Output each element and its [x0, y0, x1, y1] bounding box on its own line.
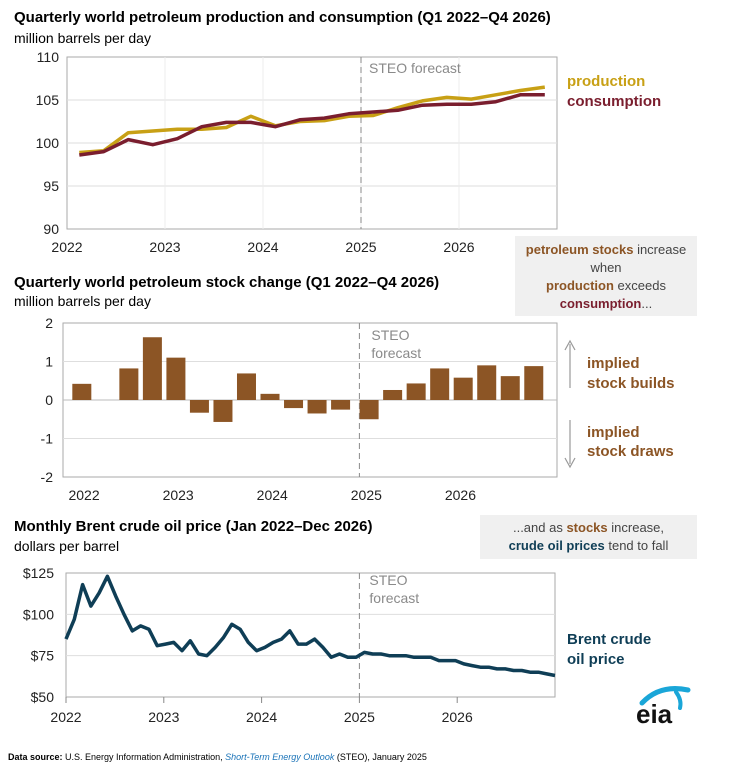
brent-label-2: oil price	[567, 651, 625, 668]
x-tick-label: 2023	[148, 709, 179, 725]
bar	[72, 383, 92, 400]
bar	[142, 337, 162, 400]
eia-logo-text: eia	[636, 699, 673, 729]
x-tick-label: 2026	[443, 239, 474, 255]
chart3-title: Monthly Brent crude oil price (Jan 2022–…	[14, 518, 372, 535]
x-tick-label: 2022	[51, 239, 82, 255]
eia-logo: eia	[636, 686, 691, 729]
series-line-consumption	[79, 93, 545, 157]
y-tick-label: -1	[41, 431, 54, 447]
chart2-ylabel: million barrels per day	[14, 293, 151, 309]
x-tick-label: 2025	[344, 709, 375, 725]
y-tick-label: -2	[41, 469, 54, 485]
y-tick-label: 0	[45, 392, 53, 408]
bar	[166, 357, 186, 400]
source-text1: U.S. Energy Information Administration,	[62, 752, 226, 762]
note2-p4: crude oil prices	[508, 538, 605, 553]
chart1-title: Quarterly world petroleum production and…	[14, 9, 551, 26]
forecast-label: STEO	[371, 327, 409, 343]
y-tick-label: 2	[45, 315, 53, 331]
note1-p1: petroleum stocks	[525, 242, 634, 257]
bar	[284, 400, 304, 409]
note1-p6: ...	[641, 296, 653, 311]
bar	[430, 368, 450, 400]
note2-p3: increase,	[607, 520, 665, 535]
x-tick-label: 2025	[345, 239, 376, 255]
series-line-brent	[64, 574, 556, 678]
y-tick-label: 90	[43, 221, 59, 237]
bar	[477, 365, 497, 400]
draws-arrow	[564, 420, 576, 469]
bar	[500, 376, 520, 400]
note1-p3: production	[546, 278, 614, 293]
note1-p4: exceeds	[613, 278, 666, 293]
y-tick-label: $50	[31, 689, 55, 705]
note-stocks: petroleum stocks increase when productio…	[515, 236, 697, 316]
forecast-label: STEO forecast	[369, 60, 461, 76]
builds-arrow	[564, 339, 576, 388]
bar	[307, 400, 327, 414]
note1-p5: consumption	[559, 296, 642, 311]
forecast-label: forecast	[371, 345, 421, 361]
x-tick-label: 2024	[247, 239, 278, 255]
brent-label-1: Brent crude	[567, 631, 651, 648]
x-tick-label: 2022	[50, 709, 81, 725]
x-tick-label: 2024	[246, 709, 277, 725]
y-tick-label: $125	[23, 565, 54, 581]
chart2-title: Quarterly world petroleum stock change (…	[14, 274, 439, 291]
y-tick-label: 110	[37, 49, 60, 65]
chart2-plot: 2 1 0 -1 -2 2022 2023 2024 2025 2026 STEO forecast	[41, 315, 558, 503]
x-tick-label: 2026	[445, 487, 476, 503]
note2-p2: stocks	[566, 520, 608, 535]
series-line-production	[79, 85, 546, 155]
y-tick-label: 1	[45, 354, 53, 370]
bar	[236, 373, 256, 400]
legend-consumption: consumption	[567, 93, 661, 110]
forecast-label: forecast	[369, 590, 419, 606]
bar	[383, 389, 403, 400]
bar	[331, 400, 351, 410]
x-tick-label: 2026	[442, 709, 473, 725]
bar	[189, 400, 209, 413]
source-text2: (STEO), January 2025	[334, 752, 427, 762]
y-tick-label: 100	[36, 135, 60, 151]
x-tick-label: 2022	[68, 487, 99, 503]
bar	[213, 400, 233, 422]
x-tick-label: 2024	[257, 487, 288, 503]
bar	[406, 383, 426, 400]
forecast-label: STEO	[369, 572, 407, 588]
builds-label-1: implied	[587, 355, 640, 372]
bar	[359, 400, 379, 420]
draws-label-1: implied	[587, 424, 640, 441]
chart3-plot: $125 $100 $75 $50 2022 2023 2024 2025 2026 STEO fo…	[23, 565, 556, 725]
chart1-plot: 110 105 100 95 90 2022 2023 2024 2025 2026 STEO fo…	[36, 49, 558, 255]
y-tick-label: 105	[36, 92, 60, 108]
x-tick-label: 2025	[351, 487, 382, 503]
note-prices: ...and as stocks increase, crude oil pri…	[480, 515, 697, 559]
bar	[453, 377, 473, 400]
bar	[524, 366, 544, 400]
note2-p1: ...and as	[512, 520, 567, 535]
builds-label-2: stock builds	[587, 375, 675, 392]
note2-p5: tend to fall	[604, 538, 669, 553]
y-tick-label: $75	[31, 648, 55, 664]
source-label: Data source:	[8, 752, 63, 762]
y-tick-label: $100	[23, 606, 54, 622]
bar	[260, 393, 280, 400]
chart1-ylabel: million barrels per day	[14, 30, 151, 46]
source-report-link[interactable]: Short-Term Energy Outlook	[225, 752, 335, 762]
x-tick-label: 2023	[163, 487, 194, 503]
note1-p2: increase when	[590, 242, 687, 275]
data-source: Data source: U.S. Energy Information Adm…	[8, 752, 427, 762]
x-tick-label: 2023	[149, 239, 180, 255]
legend-production: production	[567, 73, 645, 90]
draws-label-2: stock draws	[587, 443, 674, 460]
chart3-ylabel: dollars per barrel	[14, 538, 119, 554]
bar	[119, 368, 139, 400]
y-tick-label: 95	[43, 178, 59, 194]
plot-frame	[65, 572, 556, 698]
